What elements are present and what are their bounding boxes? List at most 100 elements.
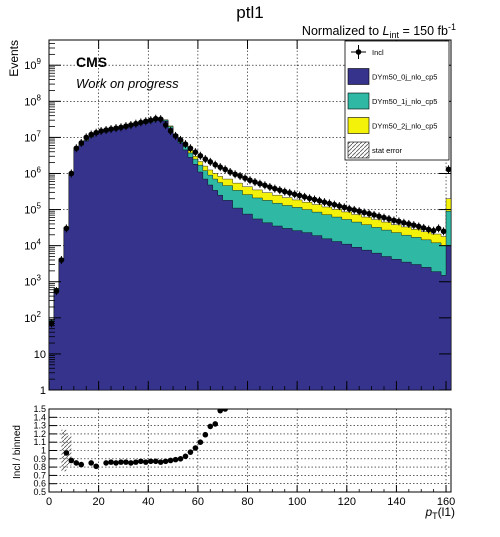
incl-point	[257, 180, 263, 187]
ratio-point	[138, 458, 144, 465]
incl-point	[326, 200, 333, 207]
incl-point	[356, 208, 362, 215]
ratio-point	[103, 460, 109, 466]
incl-point	[207, 159, 214, 165]
ratio-point	[128, 460, 134, 466]
ratio-point	[182, 453, 189, 460]
incl-point	[58, 257, 65, 263]
legend-label: stat error	[372, 146, 403, 155]
ratio-stat-error	[61, 429, 67, 472]
incl-point	[237, 173, 243, 179]
x-tick-label: 100	[288, 496, 306, 508]
incl-point	[291, 191, 298, 198]
main-y-tick-label: 10	[34, 349, 46, 361]
x-tick-label: 120	[338, 496, 356, 508]
ratio-point	[212, 421, 219, 427]
incl-point	[222, 166, 228, 173]
legend-hatch-swatch	[347, 141, 370, 159]
ratio-point	[88, 460, 94, 466]
incl-point	[242, 175, 248, 182]
y-axis-label-ratio: Incl / binned	[12, 425, 23, 479]
incl-point	[123, 123, 129, 129]
incl-point	[440, 228, 447, 235]
cms-sub-label: Work on progress	[76, 76, 179, 91]
incl-point	[316, 197, 323, 204]
incl-point	[272, 185, 278, 192]
incl-point	[396, 218, 402, 225]
incl-point	[430, 227, 437, 234]
incl-point	[197, 152, 204, 159]
incl-point	[68, 170, 75, 177]
incl-point	[445, 166, 451, 173]
legend-swatch	[347, 92, 370, 110]
incl-point	[336, 203, 343, 209]
ratio-y-tick-label: 1.5	[33, 404, 46, 414]
ratio-y-tick-label: 0.7	[33, 470, 46, 480]
main-axes: 1 10 102 103 104 105 106 107 108 109	[24, 40, 451, 397]
incl-point	[138, 119, 144, 126]
ratio-y-tick-label: 1.2	[33, 429, 46, 439]
incl-point	[281, 188, 288, 195]
incl-point	[311, 196, 318, 203]
incl-point	[425, 226, 432, 233]
ratio-point	[217, 409, 224, 414]
x-axis-label: pT(l1)	[424, 505, 455, 521]
incl-point	[252, 179, 258, 185]
legend-label: Incl	[372, 48, 384, 57]
ratio-point	[93, 463, 99, 470]
incl-point	[371, 212, 377, 218]
ratio-point	[147, 458, 154, 465]
ratio-point	[187, 449, 194, 455]
incl-point	[366, 210, 372, 217]
incl-point	[63, 225, 70, 232]
incl-point	[93, 129, 99, 136]
incl-point	[133, 120, 139, 127]
legend-label: DYm50_1j_nlo_cp5	[372, 97, 437, 106]
legend-marker	[355, 49, 362, 55]
ratio-point	[78, 461, 85, 468]
main-y-tick-label: 106	[24, 165, 41, 180]
ratio-point	[172, 456, 179, 463]
main-data-points	[49, 114, 451, 328]
ratio-y-tick-label: 0.8	[33, 462, 46, 472]
incl-point	[103, 127, 109, 133]
ratio-point	[197, 439, 204, 446]
ratio-point	[222, 409, 228, 412]
legend-swatch	[347, 68, 370, 85]
incl-point	[346, 206, 353, 212]
incl-point	[172, 133, 179, 139]
main-y-tick-label: 105	[24, 202, 41, 217]
incl-point	[262, 182, 268, 189]
incl-point	[410, 222, 417, 228]
main-y-tick-label: 102	[24, 310, 41, 325]
incl-point	[420, 225, 427, 231]
ratio-y-tick-label: 0.6	[33, 479, 46, 489]
incl-point	[391, 217, 397, 224]
incl-point	[321, 199, 328, 206]
x-tick-label: 160	[437, 496, 455, 508]
incl-point	[267, 184, 273, 190]
x-tick-label: 40	[142, 496, 154, 508]
incl-point	[341, 204, 348, 211]
x-tick-label: 80	[241, 496, 253, 508]
ratio-stat-error-band	[61, 429, 72, 472]
incl-point	[286, 190, 293, 196]
incl-point	[128, 122, 134, 128]
incl-point	[177, 137, 184, 143]
incl-point	[88, 131, 94, 138]
lumi-label: Normalized to Lint = 150 fb-1	[302, 22, 456, 40]
main-y-tick-label: 1	[40, 385, 46, 397]
ratio-point	[157, 459, 164, 465]
ratio-y-tick-label: 0.9	[33, 454, 46, 464]
ratio-point	[167, 457, 174, 464]
ratio-point	[133, 459, 139, 465]
incl-point	[192, 149, 199, 155]
ratio-point	[113, 460, 119, 466]
incl-point	[113, 125, 119, 131]
main-y-tick-label: 108	[24, 93, 41, 108]
incl-point	[381, 214, 387, 221]
x-tick-label: 60	[192, 496, 204, 508]
legend-label: DYm50_0j_nlo_cp5	[372, 73, 437, 82]
ratio-point	[73, 460, 80, 466]
